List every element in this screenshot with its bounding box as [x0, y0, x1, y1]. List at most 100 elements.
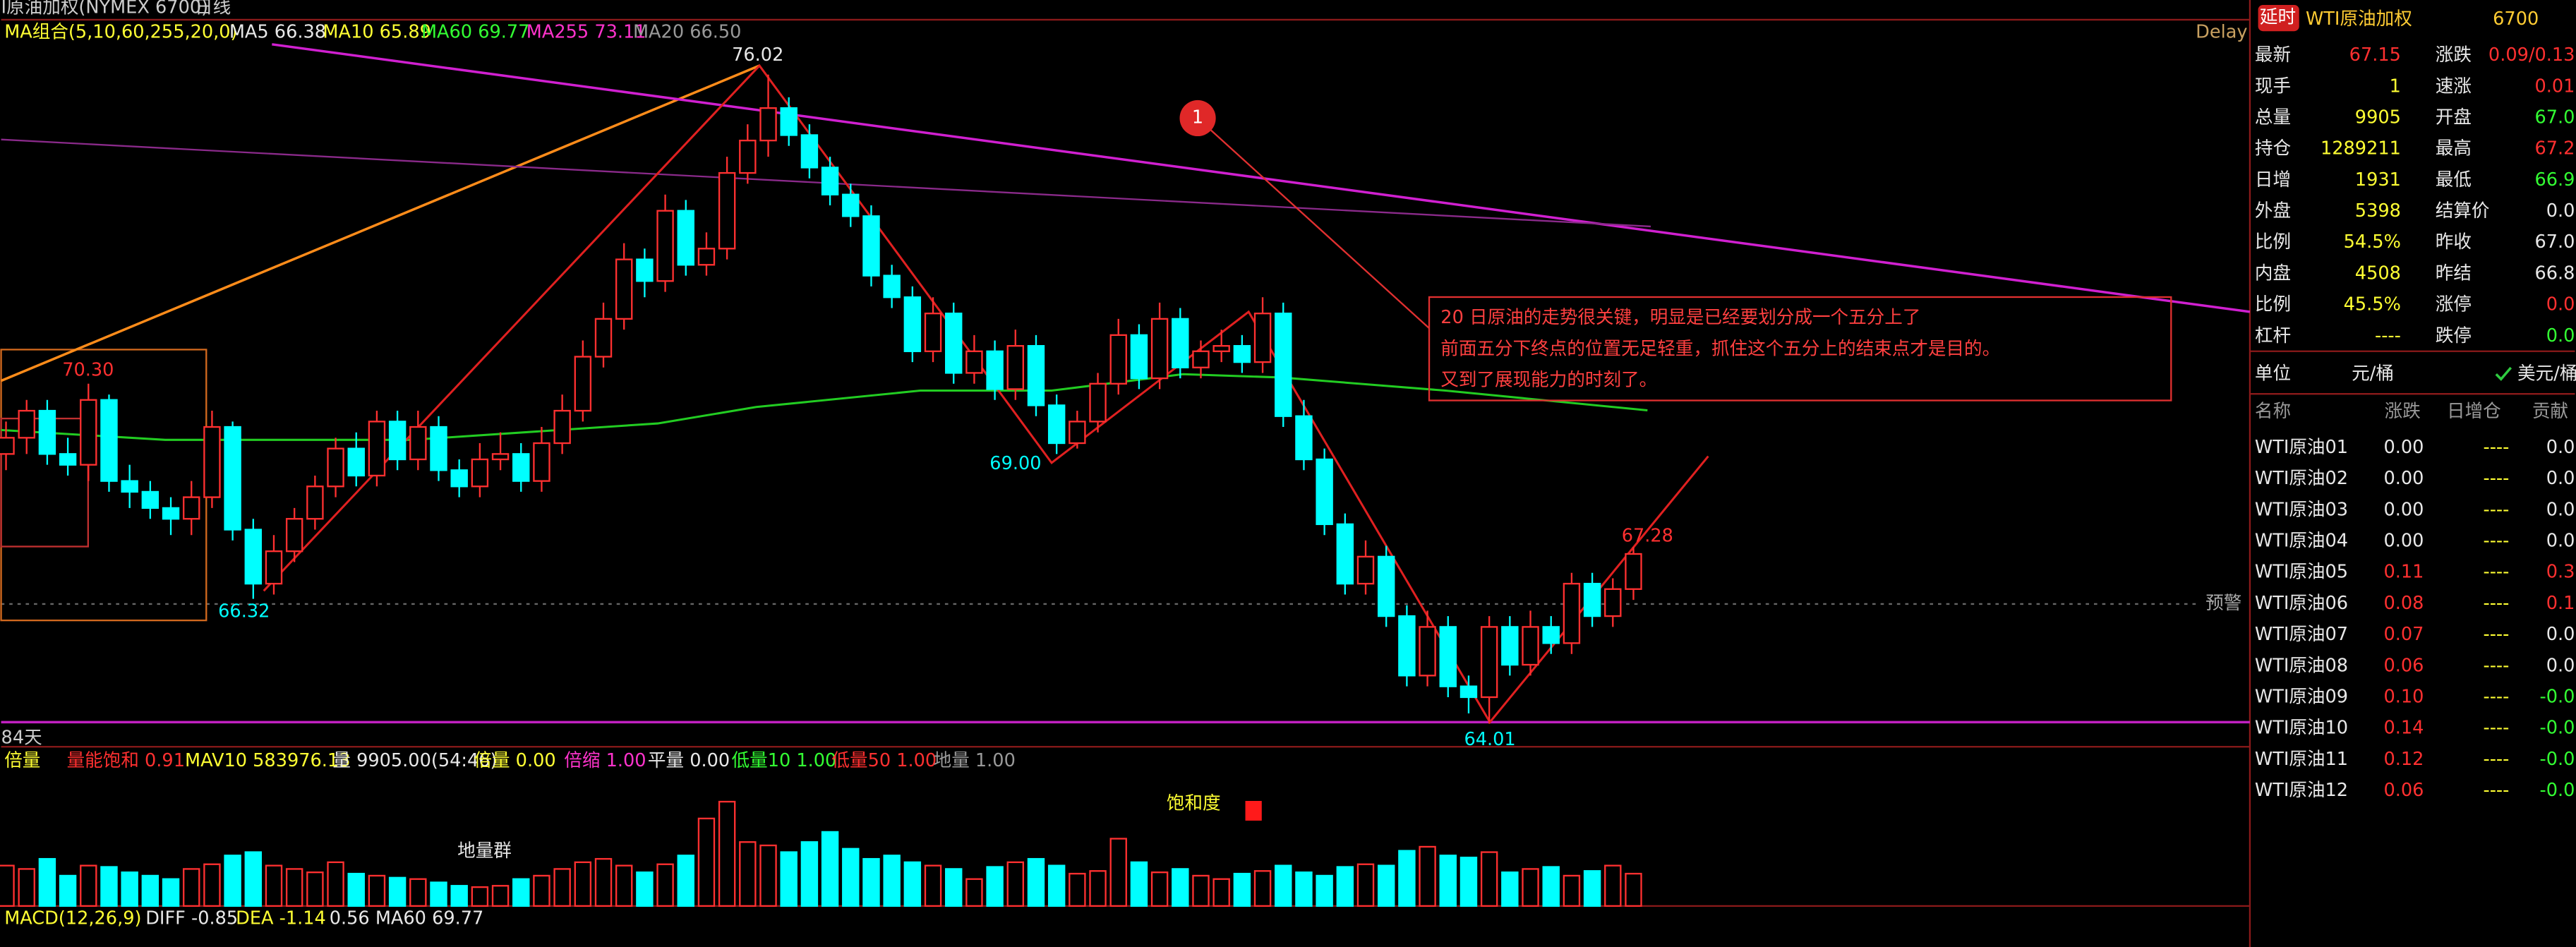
period: 日线: [195, 0, 231, 18]
candle-body: [203, 426, 221, 498]
price-label: 64.01: [1464, 729, 1515, 750]
table-contribution: 0.1: [2546, 593, 2575, 614]
volume-bar: [945, 868, 963, 907]
volume-bar: [203, 863, 221, 907]
candle-body: [862, 215, 880, 277]
volume-bar: [883, 855, 901, 907]
candle-body: [1006, 344, 1025, 390]
volume-bar: [1356, 863, 1375, 907]
macd-legend: DIFF -0.85: [145, 907, 238, 929]
quote-value: 0.09/0.13: [2488, 44, 2575, 66]
table-name[interactable]: WTI原油11: [2255, 749, 2348, 770]
table-name[interactable]: WTI原油03: [2255, 499, 2348, 520]
candle-body: [1253, 313, 1272, 363]
table-name[interactable]: WTI原油08: [2255, 655, 2348, 676]
candle-body: [224, 426, 241, 531]
candle-body: [1027, 344, 1045, 406]
candle-body: [1419, 626, 1436, 677]
table-name[interactable]: WTI原油09: [2255, 686, 2348, 707]
volume-bar: [141, 874, 160, 907]
quote-label: 现手: [2255, 76, 2291, 97]
table-name[interactable]: WTI原油07: [2255, 624, 2348, 645]
table-change: 0.00: [2384, 499, 2424, 520]
volume-bar: [903, 861, 922, 907]
volume-bar: [1172, 868, 1189, 907]
candle-body: [1439, 626, 1457, 687]
ma-legend: MA5 66.38: [229, 22, 326, 43]
candle-body: [512, 453, 530, 482]
quote-label: 结算价: [2436, 200, 2490, 222]
table-header: 贡献: [2532, 401, 2568, 422]
badge: [2258, 4, 2299, 32]
quote-value: 66.9: [2534, 169, 2575, 191]
volume-bar: [615, 864, 633, 907]
candle-body: [141, 490, 160, 509]
candle-body: [1356, 555, 1375, 585]
quote-label: 比例: [2255, 231, 2291, 253]
volume-bar: [842, 848, 860, 907]
candle-body: [615, 258, 633, 320]
table-contribution: 0.0: [2546, 499, 2575, 520]
table-contribution: -0.0: [2540, 780, 2575, 801]
table-oi: ----: [2483, 718, 2509, 739]
volume-bar: [1130, 861, 1148, 907]
volume-bar: [636, 871, 654, 907]
candle-body: [1150, 318, 1169, 380]
table-contribution: 0.3: [2546, 562, 2575, 583]
unit-alt[interactable]: 美元/桶: [2517, 363, 2576, 384]
table-oi: ----: [2483, 531, 2509, 552]
candle-body: [697, 248, 716, 266]
volume-bar: [1233, 872, 1251, 907]
table-name[interactable]: WTI原油05: [2255, 562, 2348, 583]
table-name[interactable]: WTI原油10: [2255, 718, 2348, 739]
marker-label: 1: [1192, 107, 1203, 128]
table-name[interactable]: WTI原油12: [2255, 780, 2348, 801]
volume-bar: [1253, 870, 1272, 907]
candle-body: [1172, 318, 1189, 368]
candle-body: [265, 550, 283, 585]
volume-bar: [1295, 871, 1313, 907]
candle-body: [100, 399, 118, 482]
candle-body: [924, 313, 942, 352]
quote-label: 速涨: [2436, 76, 2472, 97]
candle-body: [780, 107, 798, 136]
candle-body: [1377, 555, 1395, 617]
table-name[interactable]: WTI原油01: [2255, 437, 2348, 458]
volume-bar: [471, 886, 489, 907]
volume-bar: [1027, 857, 1045, 907]
candle-body: [1336, 523, 1354, 585]
volume-bar: [265, 864, 283, 907]
volume-bar: [430, 881, 447, 907]
candle-body: [1192, 350, 1210, 368]
volume-legend: 地量 1.00: [934, 750, 1016, 771]
volume-bar: [368, 874, 386, 907]
ma-legend: MA60 69.77: [421, 22, 529, 43]
volume-bar: [327, 861, 344, 907]
candle-body: [594, 318, 613, 358]
table-name[interactable]: WTI原油06: [2255, 593, 2348, 614]
candle-body: [388, 421, 407, 461]
candle-body: [1563, 582, 1581, 644]
table-oi: ----: [2483, 686, 2509, 707]
table-name[interactable]: WTI原油02: [2255, 468, 2348, 489]
volume-bar: [677, 855, 694, 907]
candle-body: [368, 421, 386, 477]
table-oi: ----: [2483, 437, 2509, 458]
candle-body: [471, 458, 489, 488]
volume-bar: [1192, 874, 1210, 907]
volume-bar: [18, 868, 35, 907]
quote-value: 1: [2390, 76, 2401, 97]
volume-bar: [121, 871, 138, 907]
quote-value: ----: [2375, 325, 2401, 346]
table-name[interactable]: WTI原油04: [2255, 531, 2348, 552]
table-contribution: -0.0: [2540, 718, 2575, 739]
volume-bar: [0, 864, 15, 907]
table-change: 0.12: [2384, 749, 2424, 770]
candle-body: [1625, 553, 1642, 590]
candle-body: [1542, 626, 1560, 644]
volume-bar: [1625, 872, 1642, 907]
candle-body: [162, 507, 180, 520]
quote-value: 1289211: [2321, 138, 2401, 159]
